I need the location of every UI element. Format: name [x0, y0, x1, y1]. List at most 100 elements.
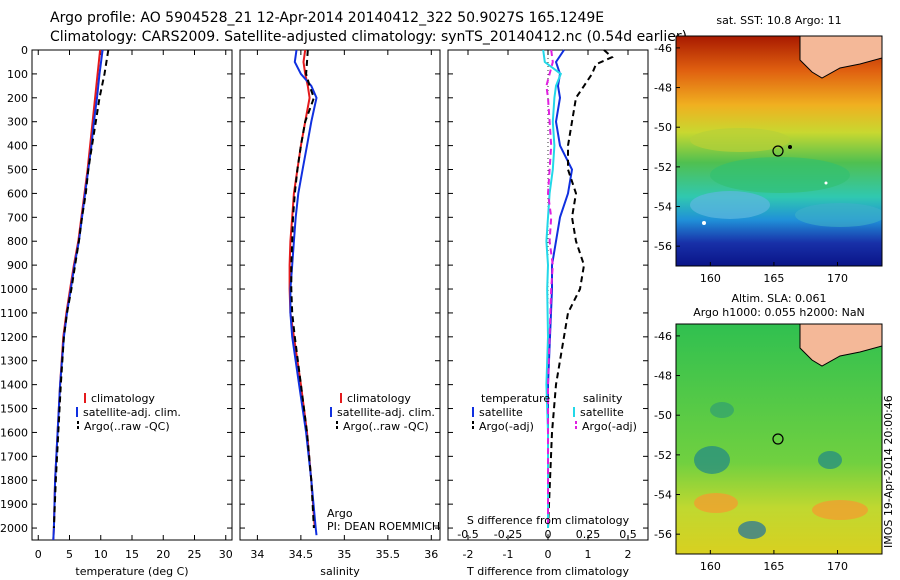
svg-text:Argo(..raw -QC): Argo(..raw -QC): [84, 420, 170, 433]
svg-text:satellite-adj. clim.: satellite-adj. clim.: [337, 406, 435, 419]
s-tick-label: -0.25: [494, 528, 522, 541]
x-tick-label: 2: [625, 548, 632, 561]
y-tick-label: 1800: [0, 474, 28, 487]
svg-text:salinity: salinity: [583, 392, 623, 405]
y-tick-label: 1900: [0, 498, 28, 511]
salinity-plot-frame: [239, 49, 441, 541]
float-position-marker: [772, 433, 784, 445]
series-line-salinity-argo-adj-: [545, 49, 554, 528]
x-tick-label: 0: [35, 548, 42, 561]
x-tick-label: -2: [463, 548, 474, 561]
map-lon-label: 170: [827, 272, 848, 285]
x-tick-label: 25: [188, 548, 202, 561]
s-tick-label: 0.5: [619, 528, 637, 541]
series-line-argo-raw-qc-: [52, 49, 110, 529]
x-tick-label: 1: [585, 548, 592, 561]
salinity-legend: climatology satellite-adj. clim. Argo(..…: [330, 392, 435, 433]
svg-text:satellite-adj. clim.: satellite-adj. clim.: [83, 406, 181, 419]
map-lat-label: -46: [654, 42, 672, 55]
sla-map: [675, 323, 883, 555]
x-tick-label: 36: [424, 548, 438, 561]
land-mass: [799, 36, 882, 79]
y-tick-label: 1500: [0, 403, 28, 416]
x-tick-label: -1: [503, 548, 514, 561]
y-tick-label: 800: [7, 235, 28, 248]
map-lat-label: -54: [654, 489, 672, 502]
map-lon-label: 160: [700, 272, 721, 285]
difference-legend: temperature satellite Argo(-adj) salinit…: [472, 392, 637, 433]
s-difference-axis-label: S difference from climatology: [467, 514, 630, 527]
s-tick-label: -0.5: [457, 528, 478, 541]
temperature-legend: climatology satellite-adj. clim. Argo(..…: [76, 392, 181, 433]
sla-map-title-line2: Argo h1000: 0.055 h2000: NaN: [693, 306, 865, 319]
map-lat-label: -52: [654, 449, 672, 462]
float-position-marker: [772, 145, 784, 157]
map-lon-label: 165: [763, 560, 784, 573]
x-tick-label: 30: [219, 548, 233, 561]
y-tick-label: 1000: [0, 283, 28, 296]
svg-text:climatology: climatology: [91, 392, 155, 405]
x-tick-label: 20: [156, 548, 170, 561]
imos-credit: IMOS 19-Apr-2014 20:00:46: [882, 395, 895, 548]
svg-text:climatology: climatology: [347, 392, 411, 405]
pi-annotation: PI: DEAN ROEMMICH: [327, 520, 440, 533]
land-mass: [799, 324, 882, 367]
y-tick-label: 1100: [0, 307, 28, 320]
series-line-salinity-satellite: [542, 49, 563, 528]
svg-text:Argo(-adj): Argo(-adj): [479, 420, 534, 433]
series-line-satellite-adj-clim-: [289, 49, 318, 536]
y-tick-label: 2000: [0, 522, 28, 535]
y-tick-label: 1600: [0, 426, 28, 439]
x-tick-label: 35.5: [376, 548, 401, 561]
map-lat-label: -48: [654, 370, 672, 383]
map-lat-label: -52: [654, 161, 672, 174]
y-tick-label: 600: [7, 187, 28, 200]
map-lon-label: 160: [700, 560, 721, 573]
x-tick-label: 15: [125, 548, 139, 561]
map-lat-label: -46: [654, 330, 672, 343]
svg-text:Argo(-adj): Argo(-adj): [582, 420, 637, 433]
argo-annotation: Argo: [327, 507, 353, 520]
map-lat-label: -50: [654, 121, 672, 134]
y-tick-label: 1300: [0, 355, 28, 368]
y-tick-label: 1200: [0, 331, 28, 344]
y-tick-label: 700: [7, 211, 28, 224]
map-lon-label: 170: [827, 560, 848, 573]
svg-text:Argo(..raw -QC): Argo(..raw -QC): [343, 420, 429, 433]
y-tick-label: 100: [7, 68, 28, 81]
series-line-argo-raw-qc-: [290, 49, 315, 529]
y-tick-label: 400: [7, 140, 28, 153]
map-lat-label: -56: [654, 528, 672, 541]
map-lat-label: -50: [654, 409, 672, 422]
y-tick-label: 1700: [0, 450, 28, 463]
series-line-temperature-argo-adj-: [547, 49, 614, 529]
map-lat-label: -48: [654, 82, 672, 95]
x-tick-label: 34.5: [289, 548, 314, 561]
y-tick-label: 900: [7, 259, 28, 272]
x-tick-label: 5: [66, 548, 73, 561]
y-tick-label: 300: [7, 116, 28, 129]
x-tick-label: 0: [545, 548, 552, 561]
x-tick-label: 10: [94, 548, 108, 561]
map-lat-label: -54: [654, 201, 672, 214]
y-tick-label: 200: [7, 92, 28, 105]
svg-text:satellite: satellite: [479, 406, 523, 419]
y-tick-label: 1400: [0, 379, 28, 392]
x-axis-label: salinity: [320, 565, 360, 578]
sst-map-title: sat. SST: 10.8 Argo: 11: [716, 14, 841, 27]
sst-map: [675, 35, 883, 267]
x-axis-label: temperature (deg C): [75, 565, 188, 578]
svg-text:satellite: satellite: [580, 406, 624, 419]
map-lat-label: -56: [654, 240, 672, 253]
figure-title-line2: Climatology: CARS2009. Satellite-adjuste…: [50, 29, 688, 45]
x-tick-label: 35: [337, 548, 351, 561]
s-tick-label: 0.25: [576, 528, 601, 541]
x-tick-label: 34: [250, 548, 264, 561]
x-axis-label: T difference from climatology: [466, 565, 629, 578]
y-tick-label: 0: [21, 44, 28, 57]
temperature-plot-frame: [31, 49, 233, 541]
map-lon-label: 165: [763, 272, 784, 285]
figure-title-line1: Argo profile: AO 5904528_21 12-Apr-2014 …: [50, 10, 605, 26]
